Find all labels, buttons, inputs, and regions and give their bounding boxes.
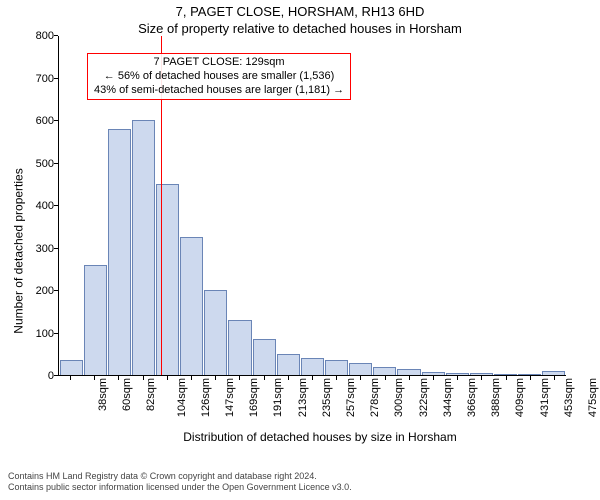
histogram-bar — [204, 290, 227, 375]
histogram-bar — [253, 339, 276, 375]
x-tick-label: 104sqm — [176, 378, 188, 417]
x-tick-label: 453sqm — [563, 378, 575, 417]
x-tick-mark — [118, 376, 119, 380]
x-tick-mark — [457, 376, 458, 380]
y-tick-label: 500 — [36, 158, 54, 170]
histogram-bar — [373, 367, 396, 376]
x-tick-mark — [191, 376, 192, 380]
histogram-bar — [228, 320, 251, 375]
y-tick-label: 600 — [36, 115, 54, 127]
histogram-bar — [397, 369, 420, 375]
x-axis-label: Distribution of detached houses by size … — [58, 430, 582, 444]
x-tick-label: 213sqm — [297, 378, 309, 417]
x-tick-label: 322sqm — [418, 378, 430, 417]
x-tick-mark — [481, 376, 482, 380]
subtitle: Size of property relative to detached ho… — [0, 21, 600, 36]
annotation-box: 7 PAGET CLOSE: 129sqm ← 56% of detached … — [87, 53, 351, 100]
x-tick-label: 300sqm — [394, 378, 406, 417]
histogram-bar — [470, 373, 493, 375]
x-tick-mark — [215, 376, 216, 380]
y-tick-label: 300 — [36, 243, 54, 255]
x-tick-label: 147sqm — [224, 378, 236, 417]
histogram-bar — [108, 129, 131, 376]
x-tick-mark — [433, 376, 434, 380]
histogram-bar — [60, 360, 83, 375]
x-tick-label: 257sqm — [345, 378, 357, 417]
x-tick-label: 344sqm — [442, 378, 454, 417]
x-tick-label: 235sqm — [321, 378, 333, 417]
x-tick-label: 191sqm — [273, 378, 285, 417]
histogram-bar — [446, 373, 469, 375]
histogram-bar — [277, 354, 300, 375]
x-tick-mark — [554, 376, 555, 380]
x-tick-mark — [360, 376, 361, 380]
x-tick-mark — [94, 376, 95, 380]
annotation-line-1: 7 PAGET CLOSE: 129sqm — [94, 56, 344, 70]
plot-column: 7 PAGET CLOSE: 129sqm ← 56% of detached … — [58, 36, 600, 467]
histogram-bar — [84, 265, 107, 376]
x-tick-label: 388sqm — [490, 378, 502, 417]
y-tick-label: 100 — [36, 328, 54, 340]
y-ticks: 0100200300400500600700800 — [24, 36, 58, 376]
x-tick-label: 38sqm — [97, 378, 109, 411]
x-tick-mark — [70, 376, 71, 380]
y-tick-label: 400 — [36, 200, 54, 212]
x-ticks: 38sqm 60sqm 82sqm 104sqm 126sqm 147sqm 169sqm 1… — [58, 376, 566, 428]
footer-line-1: Contains HM Land Registry data © Crown c… — [8, 471, 592, 483]
x-tick-label: 431sqm — [539, 378, 551, 417]
footer: Contains HM Land Registry data © Crown c… — [0, 467, 600, 500]
annotation-line-3: 43% of semi-detached houses are larger (… — [94, 84, 344, 98]
chart-area: Number of detached properties 0 100 200 300… — [0, 36, 600, 467]
x-tick-mark — [288, 376, 289, 380]
x-tick-label: 278sqm — [369, 378, 381, 417]
x-tick-mark — [506, 376, 507, 380]
x-tick-label: 475sqm — [587, 378, 599, 417]
histogram-bar — [349, 363, 372, 375]
y-tick-label: 0 — [48, 370, 54, 382]
x-tick-mark — [530, 376, 531, 380]
x-tick-label: 82sqm — [146, 378, 158, 411]
histogram-bar — [542, 371, 565, 375]
histogram-bar — [132, 120, 155, 375]
ylabel-column: Number of detached properties — [0, 36, 24, 467]
plot-region: 7 PAGET CLOSE: 129sqm ← 56% of detached … — [58, 36, 566, 376]
x-tick-label: 366sqm — [466, 378, 478, 417]
x-tick-label: 60sqm — [121, 378, 133, 411]
y-tick-label: 200 — [36, 285, 54, 297]
x-tick-mark — [167, 376, 168, 380]
figure: 7, PAGET CLOSE, HORSHAM, RH13 6HD Size o… — [0, 0, 600, 500]
histogram-bar — [156, 184, 179, 375]
y-tick-label: 800 — [36, 30, 54, 42]
x-tick-mark — [143, 376, 144, 380]
histogram-bar — [494, 374, 517, 375]
x-tick-label: 126sqm — [200, 378, 212, 417]
y-tick-label: 700 — [36, 73, 54, 85]
address-title: 7, PAGET CLOSE, HORSHAM, RH13 6HD — [0, 4, 600, 19]
histogram-bar — [325, 360, 348, 375]
footer-line-2: Contains public sector information licen… — [8, 482, 592, 494]
titles: 7, PAGET CLOSE, HORSHAM, RH13 6HD Size o… — [0, 0, 600, 36]
histogram-bar — [301, 358, 324, 375]
x-tick-label: 409sqm — [514, 378, 526, 417]
x-tick-mark — [409, 376, 410, 380]
x-tick-mark — [336, 376, 337, 380]
x-tick-mark — [312, 376, 313, 380]
annotation-line-2: ← 56% of detached houses are smaller (1,… — [94, 70, 344, 84]
x-tick-mark — [264, 376, 265, 380]
histogram-bar — [180, 237, 203, 375]
x-tick-mark — [385, 376, 386, 380]
x-tick-label: 169sqm — [248, 378, 260, 417]
x-tick-mark — [239, 376, 240, 380]
histogram-bar — [518, 374, 541, 375]
histogram-bar — [422, 372, 445, 375]
